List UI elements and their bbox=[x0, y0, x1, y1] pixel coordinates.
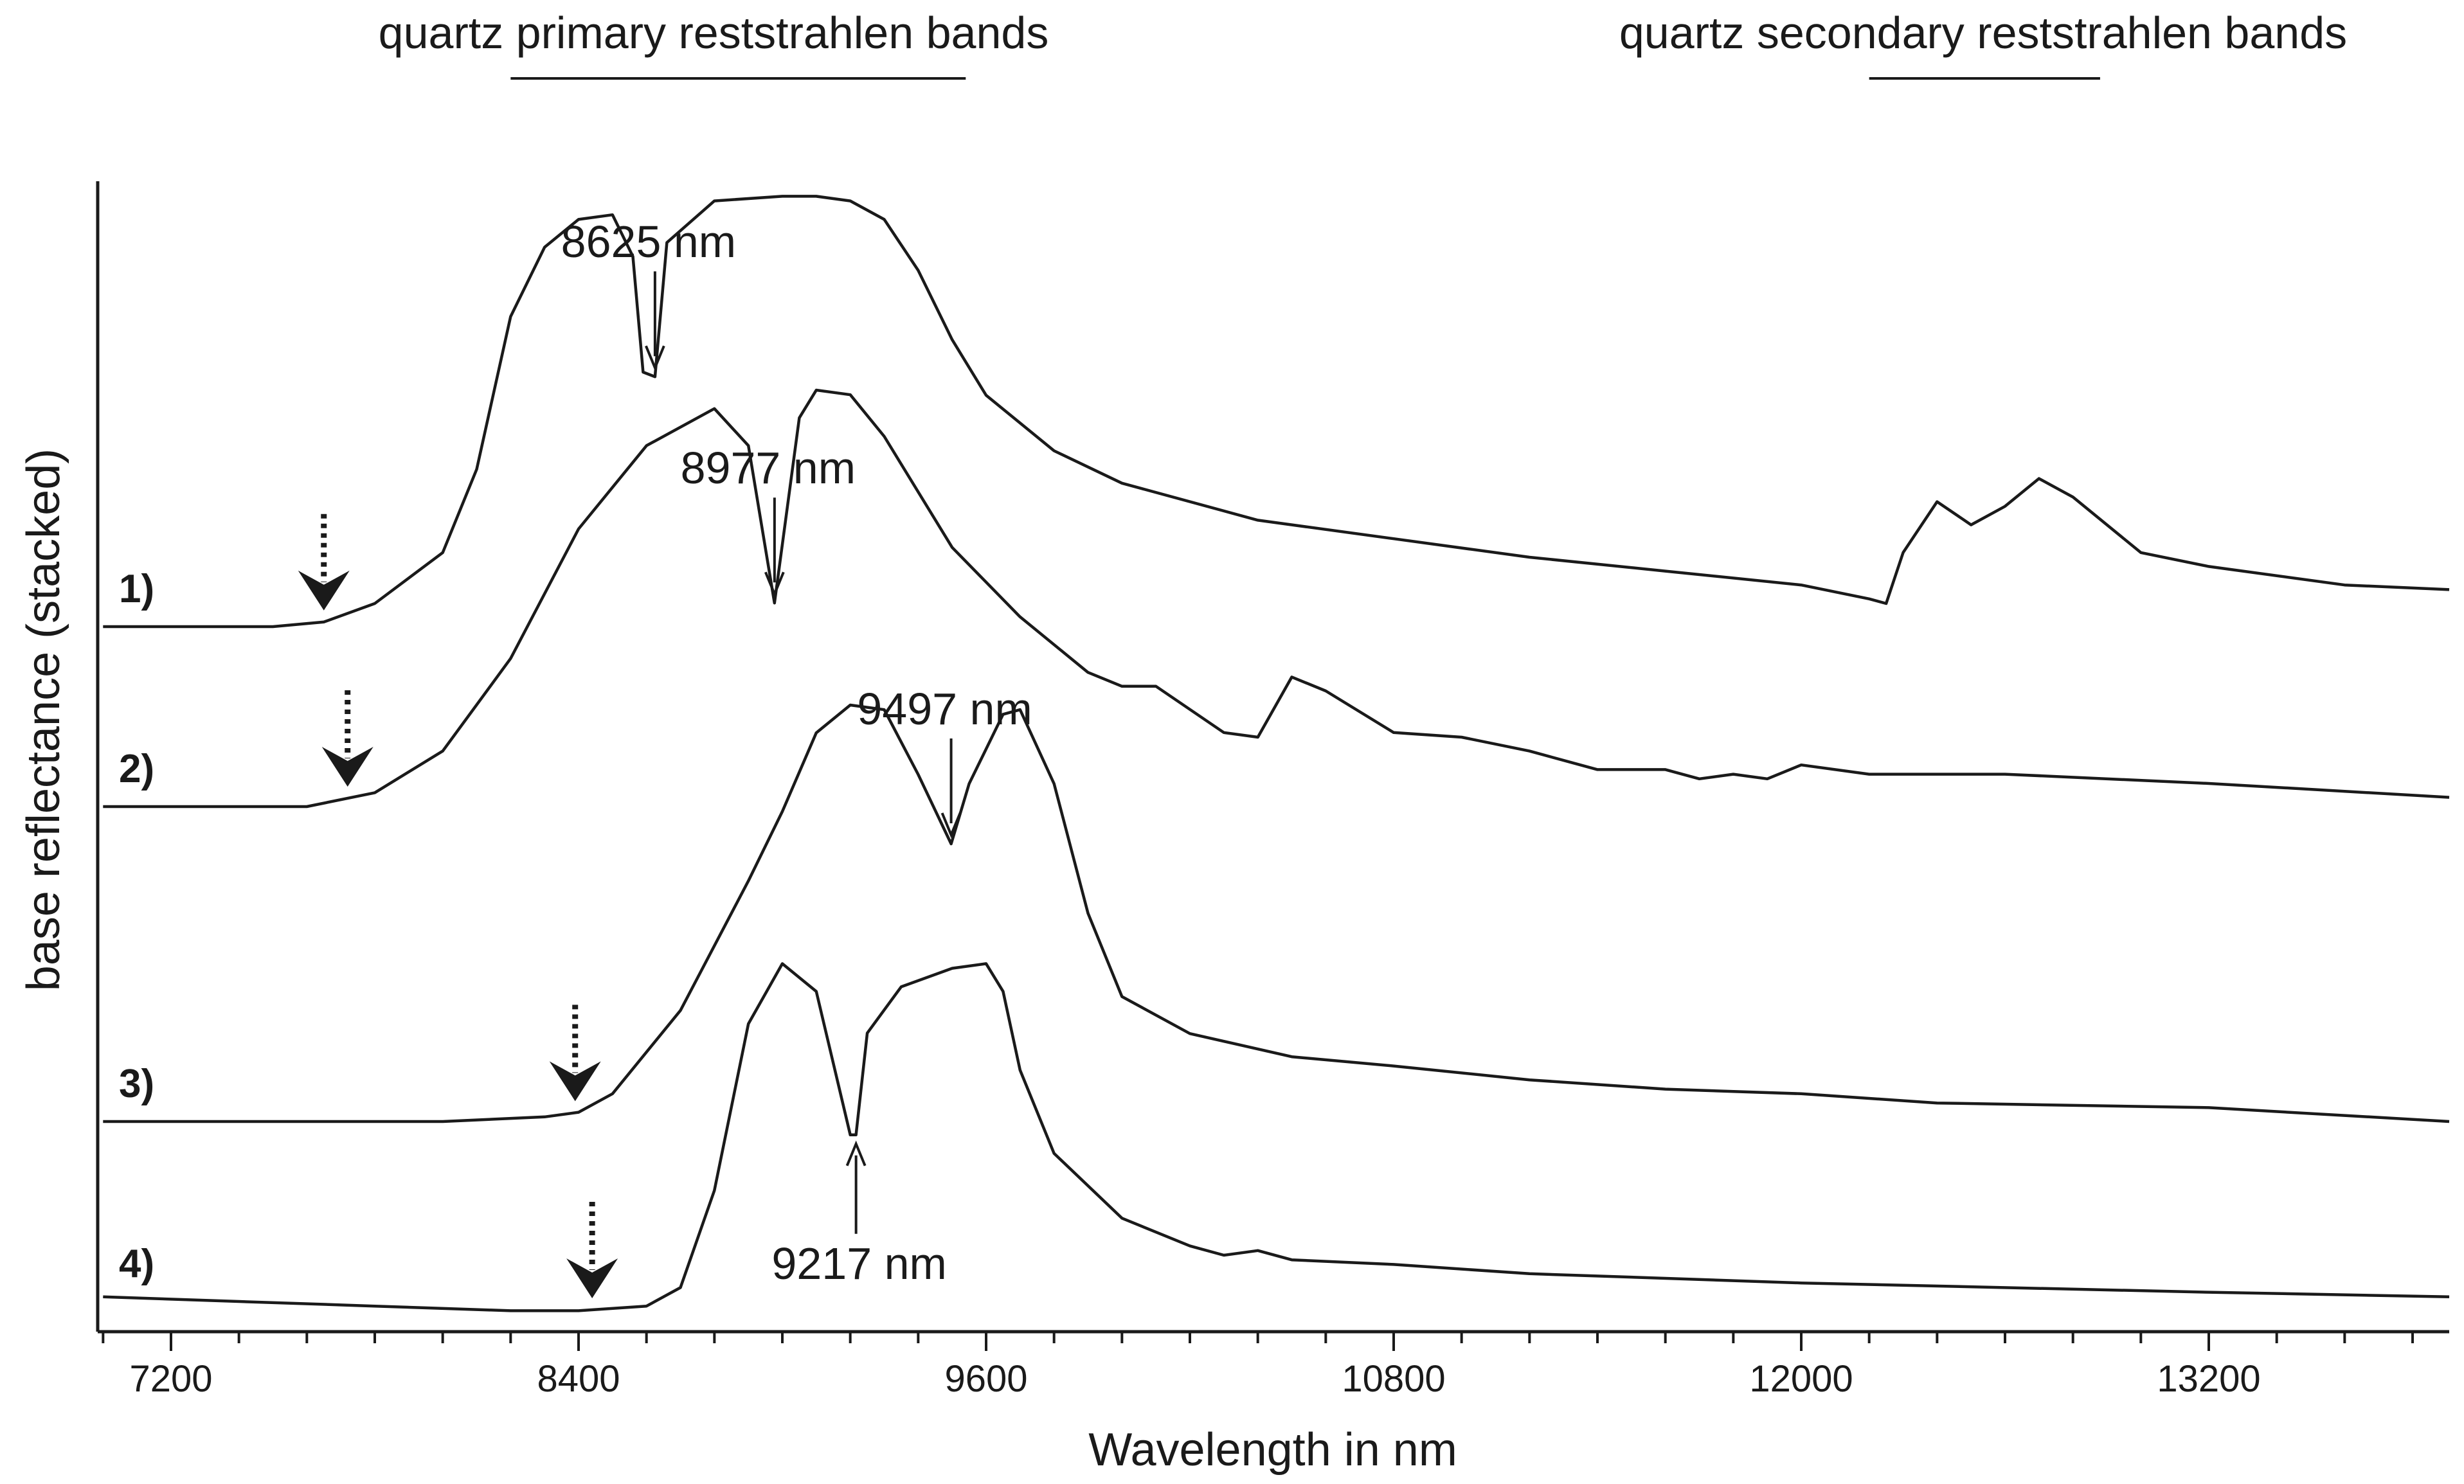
band-title-layer: quartz primary reststrahlen bands quartz … bbox=[379, 8, 2347, 80]
x-axis-label: Wavelength in nm bbox=[1088, 1424, 1457, 1476]
sample-label: 2) bbox=[119, 747, 154, 791]
sample-label: 4) bbox=[119, 1242, 154, 1286]
wavelength-annotation: 9497 nm bbox=[857, 684, 1032, 734]
annotation-arrow-head bbox=[845, 1140, 867, 1167]
y-axis-label: base reflectance (stacked) bbox=[18, 449, 69, 991]
onset-arrow-layer bbox=[298, 514, 618, 1298]
wavelength-annotation: 8977 nm bbox=[681, 443, 856, 493]
x-axis-ticks: 7200 8400 9600 10800 12000 13200 bbox=[102, 1332, 2414, 1400]
band-title: quartz primary reststrahlen bands bbox=[379, 8, 1049, 58]
axes bbox=[96, 181, 2449, 1334]
series-line-2 bbox=[103, 388, 2450, 809]
series-layer bbox=[103, 195, 2450, 1312]
x-tick-label: 8400 bbox=[537, 1358, 620, 1400]
sample-label: 1) bbox=[119, 567, 154, 611]
series-line-4 bbox=[103, 962, 2450, 1312]
sample-label: 3) bbox=[119, 1062, 154, 1106]
annotation-arrow-head bbox=[764, 571, 785, 598]
onset-arrow-head bbox=[549, 1061, 601, 1102]
onset-arrow-head bbox=[298, 570, 350, 611]
onset-arrow-head bbox=[321, 747, 373, 787]
x-tick-label: 13200 bbox=[2157, 1358, 2260, 1400]
band-title: quartz secondary reststrahlen bands bbox=[1619, 8, 2347, 58]
wavelength-annotation: 9217 nm bbox=[771, 1238, 946, 1289]
annotation-layer: 8625 nm 8977 nm 9497 nm 9217 nm bbox=[561, 217, 1032, 1289]
onset-arrow-head bbox=[566, 1258, 618, 1298]
x-tick-label: 10800 bbox=[1342, 1358, 1445, 1400]
sample-label-layer: 1) 2) 3) 4) bbox=[119, 567, 154, 1286]
wavelength-annotation: 8625 nm bbox=[561, 217, 736, 267]
x-tick-label: 9600 bbox=[944, 1358, 1027, 1400]
x-tick-label: 12000 bbox=[1749, 1358, 1853, 1400]
series-line-1 bbox=[103, 195, 2450, 629]
x-tick-label: 7200 bbox=[129, 1358, 212, 1400]
series-line-3 bbox=[103, 703, 2450, 1123]
annotation-arrow-head bbox=[940, 812, 962, 839]
annotation-arrow-head bbox=[645, 345, 665, 371]
